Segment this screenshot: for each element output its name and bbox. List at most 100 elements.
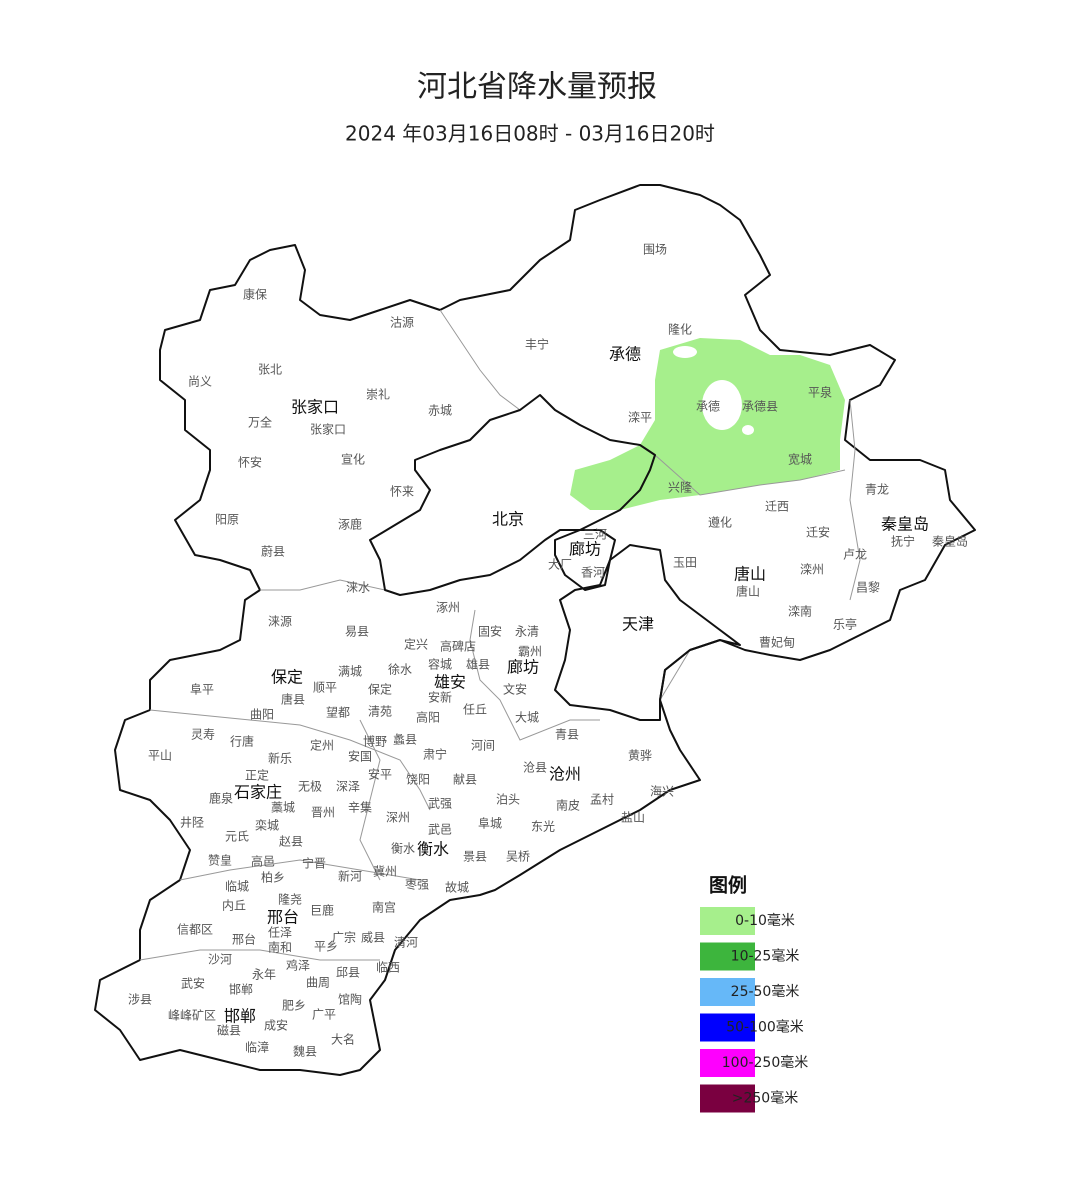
legend-label: 10-25毫米 [731,948,800,965]
county-label: 康保 [243,287,267,302]
legend-title: 图例 [709,874,747,897]
county-label: 崇礼 [366,387,390,402]
county-label: 吴桥 [506,850,530,864]
county-label: 乐亭 [833,617,857,632]
county-label: 沽源 [390,316,414,330]
county-label: 阳原 [215,513,239,527]
county-label: 张家口 [310,422,346,437]
county-label: 武强 [428,797,452,811]
county-label: 武邑 [428,823,452,837]
region-label: 雄安 [434,673,466,692]
county-label: 满城 [338,665,362,679]
county-label: 顺平 [313,681,337,695]
county-label: 涉县 [128,993,152,1007]
county-label: 滦州 [800,562,824,577]
county-label: 肃宁 [423,747,447,762]
legend-swatch [700,942,755,971]
region-label: 承德 [609,345,641,364]
county-label: 赤城 [428,404,452,418]
county-label: 徐水 [388,662,412,677]
county-label: 新乐 [268,751,292,766]
tianjin-outline [554,544,741,721]
region-label: 张家口 [291,398,339,417]
county-label: 邯郸 [229,982,253,997]
county-label: 灵寿 [191,728,215,742]
county-label: 盐山 [621,811,645,825]
county-label: 阜城 [478,817,502,831]
region-label: 廊坊 [507,658,539,677]
county-label: 隆化 [668,322,692,337]
county-label: 深州 [386,811,410,825]
precipitation-area [570,338,845,510]
county-label: 昌黎 [856,581,880,595]
county-label: 大名 [331,1032,355,1047]
county-label: 玉田 [673,556,697,570]
county-label: 临漳 [245,1040,269,1055]
legend-swatch [700,907,755,935]
county-label: 饶阳 [406,773,430,787]
county-label: 固安 [478,624,502,639]
county-label: 雄县 [466,657,490,672]
county-label: 迁西 [765,500,789,514]
county-label: 深泽 [336,780,360,794]
county-label: 曲周 [306,976,330,990]
county-label: 东光 [531,820,555,834]
county-label: 磁县 [217,1023,241,1038]
prefecture-boundaries [139,309,861,961]
county-label: 冀州 [373,865,397,879]
county-label: 馆陶 [338,992,362,1007]
county-label: 曲阳 [250,708,274,722]
county-label: 广宗 [332,930,356,945]
legend: 图例 0-10毫米 10-25毫米 25-50毫米 50-100毫米 100-250毫米… [700,874,808,1113]
county-label: 临城 [225,880,249,894]
county-label: 怀来 [390,485,414,499]
county-label: 赞皇 [208,854,232,868]
county-label: 辛集 [348,800,372,815]
county-label: 遵化 [708,515,732,530]
county-label: 卢龙 [843,547,867,562]
county-label: 邢台 [232,932,256,947]
county-label: 广平 [312,1008,336,1022]
county-label: 景县 [463,850,487,864]
county-label: 容城 [428,657,452,672]
region-label: 廊坊 [569,540,601,559]
county-label: 河间 [471,739,495,753]
county-label: 元氏 [225,830,249,844]
county-label: 大城 [515,711,539,725]
county-label: 保定 [368,682,392,697]
county-label: 献县 [453,772,477,787]
county-label: 望都 [326,706,350,720]
county-label: 滦平 [628,410,652,425]
county-label: 青县 [555,728,579,742]
county-label: 尚义 [188,375,212,389]
county-label: 安平 [368,767,392,782]
county-label: 峰峰矿区 [168,1009,216,1023]
county-label: 阜平 [190,683,214,697]
county-label: 蠡县 [393,732,417,747]
county-label: 武安 [181,976,205,991]
county-label: 栾城 [255,818,279,833]
county-label: 秦皇岛 [932,534,968,549]
county-label: 鹿泉 [209,791,233,806]
county-label: 邱县 [336,966,360,980]
county-label: 香河 [581,566,605,580]
county-label: 宣化 [341,452,365,467]
precip-gap [702,380,742,430]
region-label: 天津 [622,615,654,634]
county-label: 临西 [376,961,400,975]
county-label: 新河 [338,869,362,884]
region-label: 邢台 [267,908,299,927]
county-label: 兴隆 [668,480,692,495]
county-label: 清苑 [368,705,392,719]
county-label: 定兴 [404,637,428,652]
county-label: 青龙 [865,483,889,497]
county-label: 海兴 [650,784,674,799]
county-label: 永清 [515,625,539,639]
county-label: 巨鹿 [310,903,334,918]
county-label: 任泽 [268,926,292,940]
county-label: 宁晋 [302,856,326,871]
legend-label: 0-10毫米 [735,912,795,929]
subtitle: 2024 年03月16日08时 - 03月16日20时 [345,122,715,146]
legend-swatch [700,1013,755,1042]
